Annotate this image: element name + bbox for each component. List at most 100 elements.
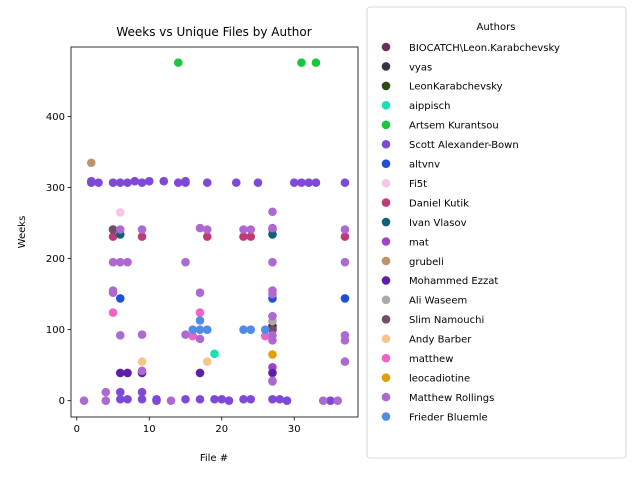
y-tick-label: 400 — [46, 112, 65, 123]
legend-marker — [381, 373, 391, 382]
scatter-point — [246, 232, 256, 241]
legend-marker — [381, 334, 391, 344]
chart-title: Weeks vs Unique Files by Author — [116, 25, 311, 39]
y-tick-label: 100 — [46, 325, 65, 336]
legend-marker — [381, 315, 391, 324]
scatter-point — [166, 396, 176, 405]
scatter-point — [340, 178, 350, 187]
scatter-point — [115, 294, 125, 303]
scatter-point — [260, 331, 270, 341]
scatter-point — [340, 257, 350, 267]
scatter-point — [137, 357, 147, 366]
legend-label: Scott Alexander-Bown — [409, 140, 519, 151]
scatter-point — [268, 394, 277, 404]
scatter-point — [79, 396, 89, 405]
scatter-point — [268, 207, 277, 217]
scatter-point — [137, 366, 147, 376]
legend-marker — [381, 256, 391, 266]
scatter-point — [268, 377, 277, 386]
scatter-point — [311, 178, 321, 187]
scatter-point — [304, 178, 314, 187]
legend-label: vyas — [409, 62, 432, 73]
scatter-point — [159, 176, 169, 186]
x-tick-label: 10 — [143, 424, 156, 435]
scatter-point — [144, 176, 154, 186]
scatter-point — [318, 396, 328, 405]
scatter-point — [108, 232, 118, 241]
legend-label: grubeli — [409, 257, 444, 268]
legend-label: BIOCATCH\Leon.Karabchevsky — [409, 43, 560, 54]
scatter-point — [340, 225, 350, 234]
scatter-point — [123, 394, 132, 404]
scatter-point — [268, 311, 277, 321]
scatter-point — [260, 325, 270, 334]
scatter-point — [268, 336, 277, 345]
scatter-point — [101, 387, 111, 397]
scatter-point — [115, 225, 125, 234]
scatter-point — [137, 232, 147, 241]
scatter-point — [195, 288, 205, 298]
scatter-point — [246, 394, 256, 404]
legend-frame — [366, 6, 627, 459]
legend-label: Ivan Vlasov — [409, 218, 467, 229]
scatter-point — [239, 232, 248, 241]
legend-marker — [381, 139, 391, 149]
scatter-point — [224, 396, 234, 405]
scatter-point — [181, 394, 190, 404]
scatter-point — [108, 178, 118, 187]
scatter-point — [123, 368, 132, 378]
scatter-point — [115, 208, 125, 217]
scatter-point — [210, 394, 219, 404]
scatter-point — [289, 178, 299, 187]
legend-label: Ali Waseem — [409, 296, 467, 307]
scatter-point — [137, 330, 147, 339]
scatter-point — [115, 257, 125, 267]
legend-marker — [381, 392, 391, 402]
scatter-point — [86, 158, 96, 168]
scatter-point — [181, 257, 190, 267]
scatter-point — [246, 325, 256, 334]
legend-label: Mohammed Ezzat — [409, 276, 498, 287]
scatter-point — [268, 350, 277, 359]
legend-marker — [381, 81, 391, 91]
legend-label: leocadiotine — [409, 373, 470, 384]
x-tick-label: 30 — [288, 424, 301, 435]
legend-marker — [381, 159, 391, 168]
scatter-point — [130, 176, 140, 186]
scatter-point — [195, 325, 205, 334]
legend-label: aippisch — [409, 101, 450, 112]
scatter-point — [275, 394, 285, 404]
scatter-point — [340, 336, 350, 345]
scatter-point — [123, 178, 132, 187]
legend-marker — [381, 178, 391, 188]
legend-marker — [381, 198, 391, 207]
scatter-point — [123, 257, 132, 267]
legend-marker — [381, 353, 391, 363]
scatter-point — [340, 232, 350, 241]
scatter-point — [137, 394, 147, 404]
scatter-point — [333, 396, 343, 405]
legend-marker — [381, 237, 391, 246]
y-tick-label: 200 — [46, 254, 65, 265]
x-tick-label: 20 — [215, 424, 228, 435]
scatter-point — [253, 178, 263, 187]
scatter-point — [108, 225, 118, 234]
scatter-point — [108, 308, 118, 317]
scatter-point — [115, 387, 125, 397]
scatter-point — [239, 325, 248, 334]
legend-label: Slim Namouchi — [409, 315, 484, 326]
scatter-point — [311, 58, 321, 67]
legend-marker — [381, 412, 391, 421]
scatter-point — [202, 232, 212, 241]
scatter-point — [210, 349, 219, 359]
scatter-point — [297, 58, 306, 67]
scatter-point — [137, 178, 147, 187]
x-tick-label: 0 — [74, 424, 80, 435]
scatter-point — [86, 178, 96, 187]
y-tick-label: 300 — [46, 183, 65, 194]
scatter-point — [195, 394, 205, 404]
scatter-point — [282, 396, 292, 405]
